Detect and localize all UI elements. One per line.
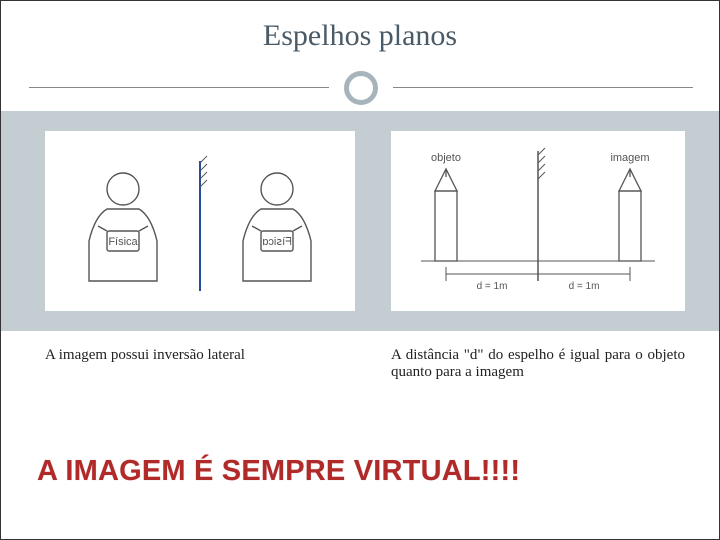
inversion-diagram-icon: Física ɒɔiꙅíᖷ: [45, 131, 355, 311]
distance-right-label: d = 1m: [569, 281, 600, 292]
divider-line-right: [393, 87, 693, 88]
slide-title: Espelhos planos: [1, 19, 719, 53]
label-image: imagem: [610, 152, 649, 164]
label-object: objeto: [431, 152, 461, 164]
slide: Espelhos planos: [0, 0, 720, 540]
divider-ring-icon: [344, 71, 378, 105]
distance-left-label: d = 1m: [477, 281, 508, 292]
caption-right: A distância "d" do espelho é igual para …: [391, 347, 685, 381]
shirt-label-mirror: ɒɔiꙅíᖷ: [262, 236, 291, 248]
caption-left: A imagem possui inversão lateral: [45, 347, 355, 364]
divider-line-left: [29, 87, 329, 88]
figure-lateral-inversion: Física ɒɔiꙅíᖷ: [45, 131, 355, 311]
figure-distance: objeto imagem d = 1m d = 1m: [391, 131, 685, 311]
distance-diagram-icon: objeto imagem d = 1m d = 1m: [391, 131, 685, 311]
bottom-emphasis-text: A IMAGEM É SEMPRE VIRTUAL!!!!: [37, 455, 520, 488]
title-divider: [1, 69, 719, 109]
title-area: Espelhos planos: [1, 1, 719, 63]
shirt-label-front: Física: [108, 236, 138, 248]
